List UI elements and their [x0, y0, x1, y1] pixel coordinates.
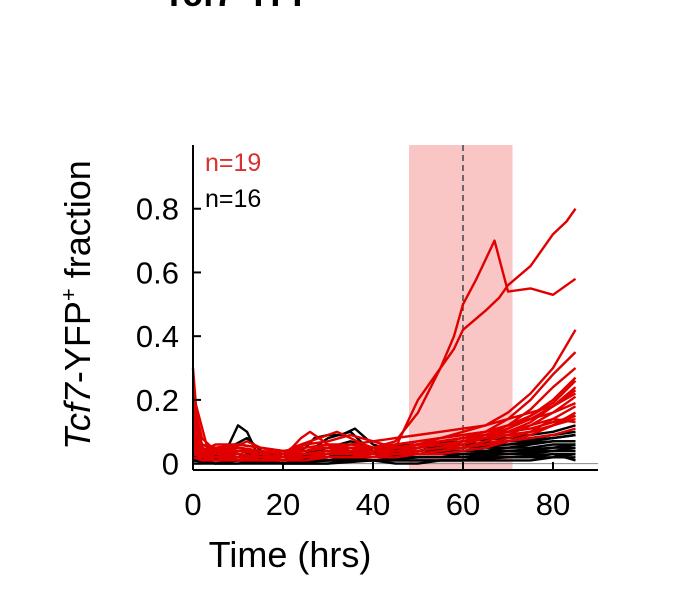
y-axis-title-italic: Tcf7	[57, 381, 98, 450]
x-tick-label: 40	[356, 487, 390, 522]
legend-red-label: n=19	[205, 149, 261, 177]
y-ticks: 0 0.2 0.4 0.6 0.8	[136, 192, 201, 482]
legend-black-label: n=16	[205, 185, 261, 213]
red-series-line-18	[191, 379, 577, 456]
red-series-line-15	[191, 393, 576, 456]
x-ticks: 0 20 40 60 80	[184, 462, 570, 522]
axes: 0 0.2 0.4 0.6 0.8 0 20 40 60 80	[136, 145, 598, 522]
black-series-line-14	[193, 452, 576, 465]
y-axis-title: Tcf7-YFP+ fraction	[56, 160, 98, 450]
y-axis-title-tail: fraction	[57, 160, 98, 288]
black-series-line-15	[193, 446, 576, 459]
x-tick-label: 80	[536, 487, 570, 522]
y-tick-label: 0.4	[136, 319, 179, 354]
black-series-line-11	[192, 440, 576, 462]
y-tick-label: 0	[162, 447, 179, 482]
red-series-line-19	[191, 389, 577, 459]
y-tick-label: 0.2	[136, 383, 179, 418]
x-axis-title: Time (hrs)	[209, 534, 372, 575]
plot-area	[191, 145, 598, 470]
x-tick-label: 20	[266, 487, 300, 522]
x-tick-label: 60	[446, 487, 480, 522]
red-series-line-14	[192, 427, 576, 462]
y-tick-label: 0.8	[136, 192, 179, 227]
red-series-line-17	[191, 392, 577, 453]
header-title-fragment: Tcf7-YFP	[163, 0, 316, 14]
red-series-group	[191, 208, 577, 462]
y-tick-label: 0.6	[136, 255, 179, 290]
x-tick-label: 0	[184, 487, 201, 522]
highlight-region	[409, 145, 513, 470]
y-axis-title-main: -YFP	[57, 301, 98, 383]
y-axis-title-sup: +	[56, 288, 81, 301]
